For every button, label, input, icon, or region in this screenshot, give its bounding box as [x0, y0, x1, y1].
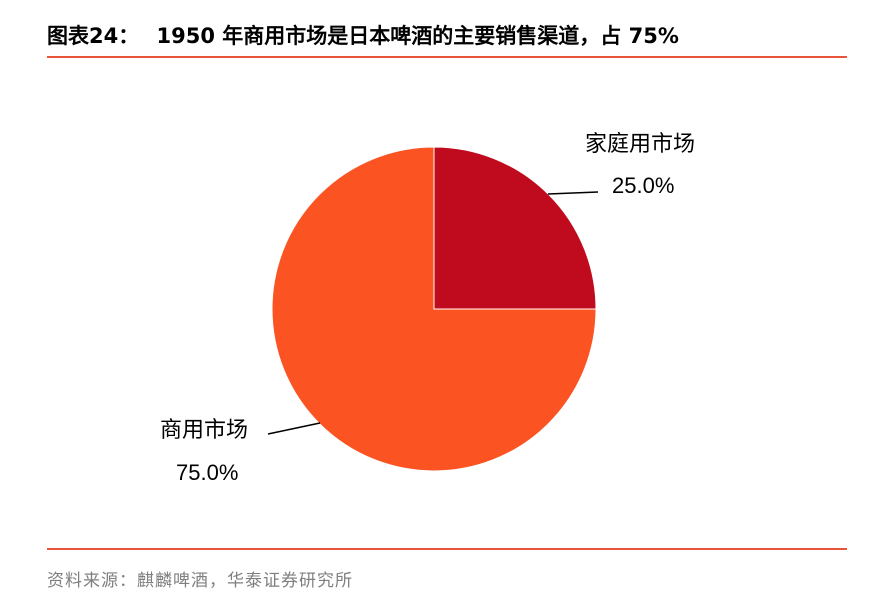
leader-line-home — [547, 191, 599, 195]
top-divider — [47, 56, 847, 58]
slice-label-commercial: 商用市场 — [160, 418, 248, 443]
slice-value-home: 25.0% — [612, 173, 674, 198]
bottom-divider — [47, 548, 847, 550]
figure-number: 图表24： — [47, 24, 140, 48]
pie-slice-home — [433, 146, 597, 310]
chart-title: 图表24： 1950 年商用市场是日本啤酒的主要销售渠道，占 75% — [47, 20, 847, 50]
slice-label-home: 家庭用市场 — [585, 132, 695, 157]
title-text: 1950 年商用市场是日本啤酒的主要销售渠道，占 75% — [156, 24, 679, 48]
leader-line-commercial — [267, 422, 321, 435]
source-note: 资料来源：麒麟啤酒，华泰证券研究所 — [47, 571, 353, 591]
slice-value-commercial: 75.0% — [176, 460, 238, 485]
